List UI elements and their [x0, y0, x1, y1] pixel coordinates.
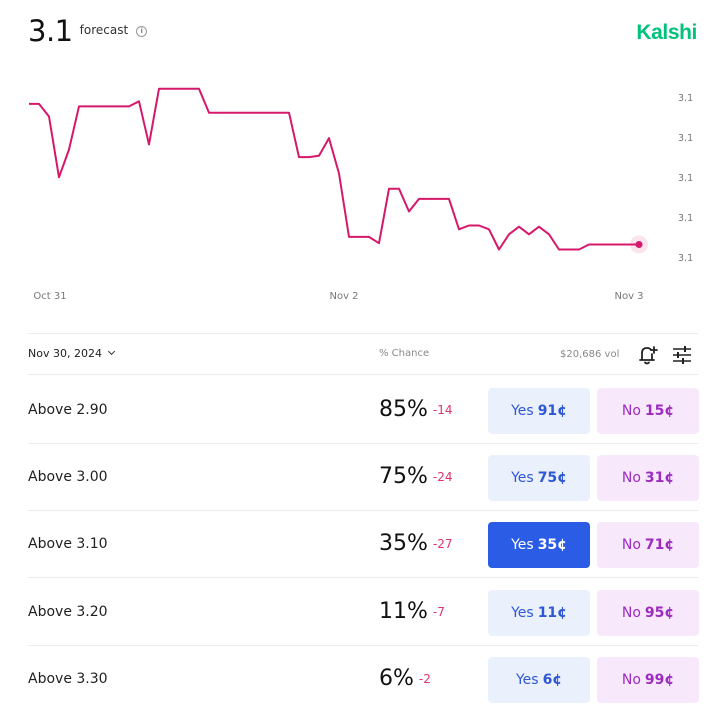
volume-label: $20,686 vol — [560, 349, 620, 360]
x-tick-label: Nov 3 — [614, 291, 643, 302]
no-label: No — [621, 403, 641, 419]
market-row[interactable]: Above 3.30 6% -2 Yes 6¢ No 99¢ — [28, 645, 699, 712]
y-tick-label: 3.1 — [678, 213, 693, 224]
market-row[interactable]: Above 2.90 85% -14 Yes 91¢ No 15¢ — [28, 376, 699, 443]
chance-delta: -24 — [432, 470, 453, 485]
row-divider — [28, 443, 698, 444]
no-price: 31¢ — [644, 470, 675, 487]
no-label: No — [621, 470, 641, 487]
chevron-down-icon — [107, 347, 115, 356]
bell-plus-icon[interactable] — [637, 344, 659, 366]
yes-price: 35¢ — [537, 537, 567, 554]
yes-label: Yes — [511, 403, 534, 419]
divider — [28, 333, 698, 334]
row-divider — [28, 644, 698, 646]
no-button[interactable]: No 99¢ — [597, 656, 699, 703]
yes-button[interactable]: Yes 75¢ — [488, 455, 590, 502]
chance-delta: -14 — [432, 403, 453, 417]
row-divider — [28, 510, 698, 512]
market-chance: 11% -7 — [379, 599, 445, 624]
no-price: 95¢ — [644, 604, 675, 621]
row-divider — [28, 577, 698, 579]
forecast-header: 3.1 forecast i — [28, 14, 148, 54]
chance-column-header: % Chance — [379, 348, 430, 359]
no-button[interactable]: No 71¢ — [597, 522, 699, 569]
yes-label: Yes — [511, 537, 534, 554]
chance-value: 85% — [379, 397, 428, 422]
brand-logo[interactable]: Kalshi — [636, 21, 697, 44]
y-tick-label: 3.1 — [678, 173, 693, 184]
price-chart[interactable]: 3.1 3.1 3.1 3.1 3.1 Oct 31 Nov 2 Nov 3 — [0, 60, 728, 310]
yes-label: Yes — [511, 470, 534, 487]
market-row[interactable]: Above 3.20 11% -7 Yes 11¢ No 95¢ — [28, 578, 699, 645]
market-toolbar: Nov 30, 2024 % Chance $20,686 vol — [28, 334, 698, 374]
no-price: 99¢ — [644, 671, 675, 688]
chance-value: 35% — [379, 531, 428, 557]
no-button[interactable]: No 15¢ — [597, 388, 699, 434]
last-point-marker — [635, 240, 643, 248]
chance-value: 6% — [379, 665, 414, 691]
forecast-label: forecast — [79, 23, 129, 37]
yes-label: Yes — [511, 604, 534, 621]
no-price: 71¢ — [644, 537, 675, 554]
market-name: Above 3.30 — [28, 670, 108, 687]
market-name: Above 2.90 — [28, 402, 108, 418]
no-label: No — [621, 671, 641, 688]
chance-delta: -2 — [418, 671, 431, 686]
market-row[interactable]: Above 3.10 35% -27 Yes 35¢ No 71¢ — [28, 510, 699, 577]
x-tick-label: Nov 2 — [329, 291, 358, 302]
no-button[interactable]: No 31¢ — [597, 455, 699, 502]
chance-value: 11% — [379, 598, 428, 624]
yes-button[interactable]: Yes 11¢ — [488, 589, 590, 636]
x-tick-label: Oct 31 — [33, 291, 66, 302]
market-chance: 85% -14 — [379, 397, 453, 422]
forecast-value: 3.1 — [28, 14, 73, 48]
yes-price: 11¢ — [537, 604, 567, 621]
y-tick-label: 3.1 — [678, 133, 693, 144]
yes-button[interactable]: Yes 35¢ — [488, 522, 590, 569]
no-label: No — [621, 537, 641, 554]
info-icon[interactable]: i — [136, 26, 148, 37]
no-price: 15¢ — [644, 403, 675, 419]
yes-button[interactable]: Yes 6¢ — [488, 656, 590, 703]
market-row[interactable]: Above 3.00 75% -24 Yes 75¢ No 31¢ — [28, 443, 699, 510]
yes-label: Yes — [515, 671, 539, 688]
yes-price: 91¢ — [537, 403, 567, 419]
date-selector[interactable]: Nov 30, 2024 — [28, 347, 115, 360]
market-name: Above 3.20 — [28, 603, 108, 620]
market-chance: 6% -2 — [379, 666, 431, 691]
y-tick-label: 3.1 — [678, 253, 693, 264]
yes-price: 6¢ — [542, 671, 563, 688]
chance-value: 75% — [379, 464, 428, 490]
chance-delta: -7 — [432, 604, 445, 619]
market-chance: 75% -24 — [379, 464, 453, 489]
yes-price: 75¢ — [537, 470, 567, 487]
market-chance: 35% -27 — [379, 531, 453, 556]
no-button[interactable]: No 95¢ — [597, 589, 699, 636]
divider — [28, 374, 698, 375]
yes-button[interactable]: Yes 91¢ — [488, 388, 590, 434]
market-name: Above 3.00 — [28, 469, 108, 486]
date-label: Nov 30, 2024 — [28, 347, 102, 360]
chance-delta: -27 — [432, 537, 453, 552]
sliders-icon[interactable] — [671, 344, 693, 366]
series-line — [29, 87, 639, 251]
no-label: No — [621, 604, 641, 621]
market-name: Above 3.10 — [28, 536, 108, 553]
y-tick-label: 3.1 — [678, 93, 693, 104]
